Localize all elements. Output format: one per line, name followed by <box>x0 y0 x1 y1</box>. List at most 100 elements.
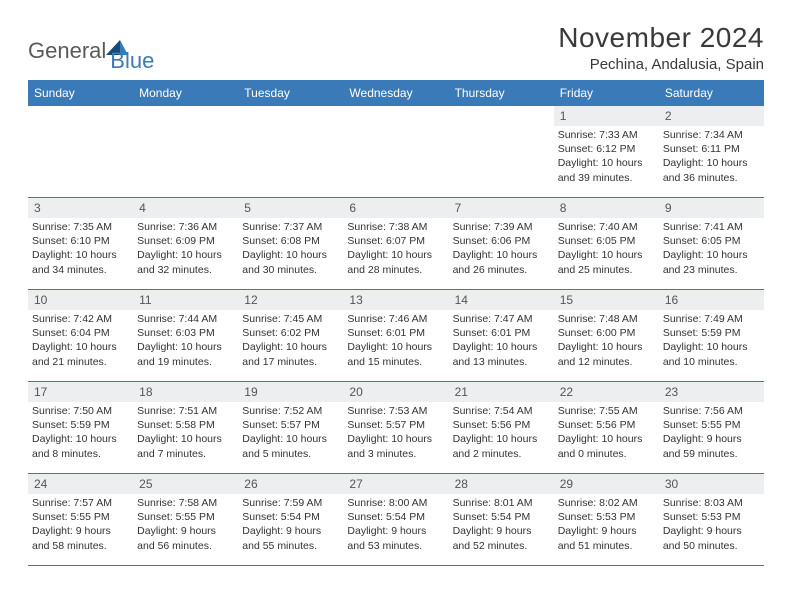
sunrise-text: Sunrise: 7:55 AM <box>558 404 655 418</box>
sunset-text: Sunset: 6:11 PM <box>663 142 760 156</box>
day-number: 12 <box>238 290 343 310</box>
daylight-text: Daylight: 10 hours <box>242 248 339 262</box>
sunrise-text: Sunrise: 7:54 AM <box>453 404 550 418</box>
day-details: Sunrise: 7:42 AMSunset: 6:04 PMDaylight:… <box>28 310 133 373</box>
sunrise-text: Sunrise: 7:48 AM <box>558 312 655 326</box>
daylight-text: Daylight: 9 hours <box>347 524 444 538</box>
calendar-table: Sunday Monday Tuesday Wednesday Thursday… <box>28 80 764 566</box>
daylight-text: and 52 minutes. <box>453 539 550 553</box>
calendar-week-row: 24Sunrise: 7:57 AMSunset: 5:55 PMDayligh… <box>28 474 764 566</box>
sunrise-text: Sunrise: 7:58 AM <box>137 496 234 510</box>
calendar-cell <box>343 106 448 198</box>
calendar-week-row: 1Sunrise: 7:33 AMSunset: 6:12 PMDaylight… <box>28 106 764 198</box>
daylight-text: Daylight: 10 hours <box>347 340 444 354</box>
calendar-cell: 12Sunrise: 7:45 AMSunset: 6:02 PMDayligh… <box>238 290 343 382</box>
day-number: 29 <box>554 474 659 494</box>
day-details: Sunrise: 7:39 AMSunset: 6:06 PMDaylight:… <box>449 218 554 281</box>
daylight-text: and 5 minutes. <box>242 447 339 461</box>
daylight-text: Daylight: 10 hours <box>137 340 234 354</box>
day-details: Sunrise: 7:56 AMSunset: 5:55 PMDaylight:… <box>659 402 764 465</box>
sunrise-text: Sunrise: 7:34 AM <box>663 128 760 142</box>
day-number: 25 <box>133 474 238 494</box>
calendar-cell: 18Sunrise: 7:51 AMSunset: 5:58 PMDayligh… <box>133 382 238 474</box>
calendar-cell: 30Sunrise: 8:03 AMSunset: 5:53 PMDayligh… <box>659 474 764 566</box>
daylight-text: and 0 minutes. <box>558 447 655 461</box>
sunrise-text: Sunrise: 7:36 AM <box>137 220 234 234</box>
daylight-text: and 12 minutes. <box>558 355 655 369</box>
sunrise-text: Sunrise: 7:52 AM <box>242 404 339 418</box>
day-header: Friday <box>554 81 659 106</box>
calendar-cell: 8Sunrise: 7:40 AMSunset: 6:05 PMDaylight… <box>554 198 659 290</box>
daylight-text: and 30 minutes. <box>242 263 339 277</box>
calendar-cell: 9Sunrise: 7:41 AMSunset: 6:05 PMDaylight… <box>659 198 764 290</box>
day-number: 13 <box>343 290 448 310</box>
sunset-text: Sunset: 5:54 PM <box>453 510 550 524</box>
sunrise-text: Sunrise: 7:49 AM <box>663 312 760 326</box>
sunset-text: Sunset: 6:08 PM <box>242 234 339 248</box>
day-details: Sunrise: 7:46 AMSunset: 6:01 PMDaylight:… <box>343 310 448 373</box>
daylight-text: and 17 minutes. <box>242 355 339 369</box>
brand-general-text: General <box>28 38 106 64</box>
daylight-text: and 32 minutes. <box>137 263 234 277</box>
day-number: 9 <box>659 198 764 218</box>
daylight-text: and 2 minutes. <box>453 447 550 461</box>
sunset-text: Sunset: 5:57 PM <box>347 418 444 432</box>
sunset-text: Sunset: 5:54 PM <box>347 510 444 524</box>
calendar-week-row: 3Sunrise: 7:35 AMSunset: 6:10 PMDaylight… <box>28 198 764 290</box>
sunrise-text: Sunrise: 7:33 AM <box>558 128 655 142</box>
day-details: Sunrise: 7:59 AMSunset: 5:54 PMDaylight:… <box>238 494 343 557</box>
daylight-text: Daylight: 10 hours <box>242 340 339 354</box>
daylight-text: Daylight: 10 hours <box>32 248 129 262</box>
day-header: Tuesday <box>238 81 343 106</box>
daylight-text: Daylight: 9 hours <box>137 524 234 538</box>
day-number: 6 <box>343 198 448 218</box>
calendar-cell: 20Sunrise: 7:53 AMSunset: 5:57 PMDayligh… <box>343 382 448 474</box>
daylight-text: Daylight: 10 hours <box>663 248 760 262</box>
day-details: Sunrise: 8:03 AMSunset: 5:53 PMDaylight:… <box>659 494 764 557</box>
page-header: General Blue November 2024 Pechina, Anda… <box>28 22 764 74</box>
sunset-text: Sunset: 5:54 PM <box>242 510 339 524</box>
daylight-text: and 50 minutes. <box>663 539 760 553</box>
calendar-cell: 17Sunrise: 7:50 AMSunset: 5:59 PMDayligh… <box>28 382 133 474</box>
daylight-text: and 56 minutes. <box>137 539 234 553</box>
day-header-row: Sunday Monday Tuesday Wednesday Thursday… <box>28 81 764 106</box>
brand-blue-text: Blue <box>110 48 154 74</box>
sunrise-text: Sunrise: 7:46 AM <box>347 312 444 326</box>
day-number: 21 <box>449 382 554 402</box>
daylight-text: and 13 minutes. <box>453 355 550 369</box>
sunset-text: Sunset: 5:55 PM <box>663 418 760 432</box>
sunrise-text: Sunrise: 7:57 AM <box>32 496 129 510</box>
calendar-cell: 2Sunrise: 7:34 AMSunset: 6:11 PMDaylight… <box>659 106 764 198</box>
sunrise-text: Sunrise: 7:39 AM <box>453 220 550 234</box>
daylight-text: Daylight: 9 hours <box>558 524 655 538</box>
daylight-text: and 3 minutes. <box>347 447 444 461</box>
day-header: Monday <box>133 81 238 106</box>
calendar-cell <box>449 106 554 198</box>
location-text: Pechina, Andalusia, Spain <box>558 56 764 73</box>
daylight-text: Daylight: 9 hours <box>663 432 760 446</box>
day-number: 5 <box>238 198 343 218</box>
daylight-text: Daylight: 10 hours <box>453 340 550 354</box>
day-details: Sunrise: 7:40 AMSunset: 6:05 PMDaylight:… <box>554 218 659 281</box>
sunrise-text: Sunrise: 7:59 AM <box>242 496 339 510</box>
day-number: 22 <box>554 382 659 402</box>
sunrise-text: Sunrise: 7:37 AM <box>242 220 339 234</box>
sunset-text: Sunset: 6:05 PM <box>663 234 760 248</box>
calendar-week-row: 17Sunrise: 7:50 AMSunset: 5:59 PMDayligh… <box>28 382 764 474</box>
calendar-cell: 23Sunrise: 7:56 AMSunset: 5:55 PMDayligh… <box>659 382 764 474</box>
day-details: Sunrise: 7:58 AMSunset: 5:55 PMDaylight:… <box>133 494 238 557</box>
day-details: Sunrise: 7:55 AMSunset: 5:56 PMDaylight:… <box>554 402 659 465</box>
calendar-cell: 26Sunrise: 7:59 AMSunset: 5:54 PMDayligh… <box>238 474 343 566</box>
calendar-cell: 5 Sunrise: 7:37 AMSunset: 6:08 PMDaylight… <box>238 198 343 290</box>
day-number: 16 <box>659 290 764 310</box>
day-number: 28 <box>449 474 554 494</box>
sunrise-text: Sunrise: 7:56 AM <box>663 404 760 418</box>
sunset-text: Sunset: 5:59 PM <box>663 326 760 340</box>
sunrise-text: Sunrise: 7:47 AM <box>453 312 550 326</box>
day-number: 3 <box>28 198 133 218</box>
calendar-cell: 3Sunrise: 7:35 AMSunset: 6:10 PMDaylight… <box>28 198 133 290</box>
day-number: 11 <box>133 290 238 310</box>
day-details: Sunrise: 8:02 AMSunset: 5:53 PMDaylight:… <box>554 494 659 557</box>
sunset-text: Sunset: 5:59 PM <box>32 418 129 432</box>
day-number: 23 <box>659 382 764 402</box>
